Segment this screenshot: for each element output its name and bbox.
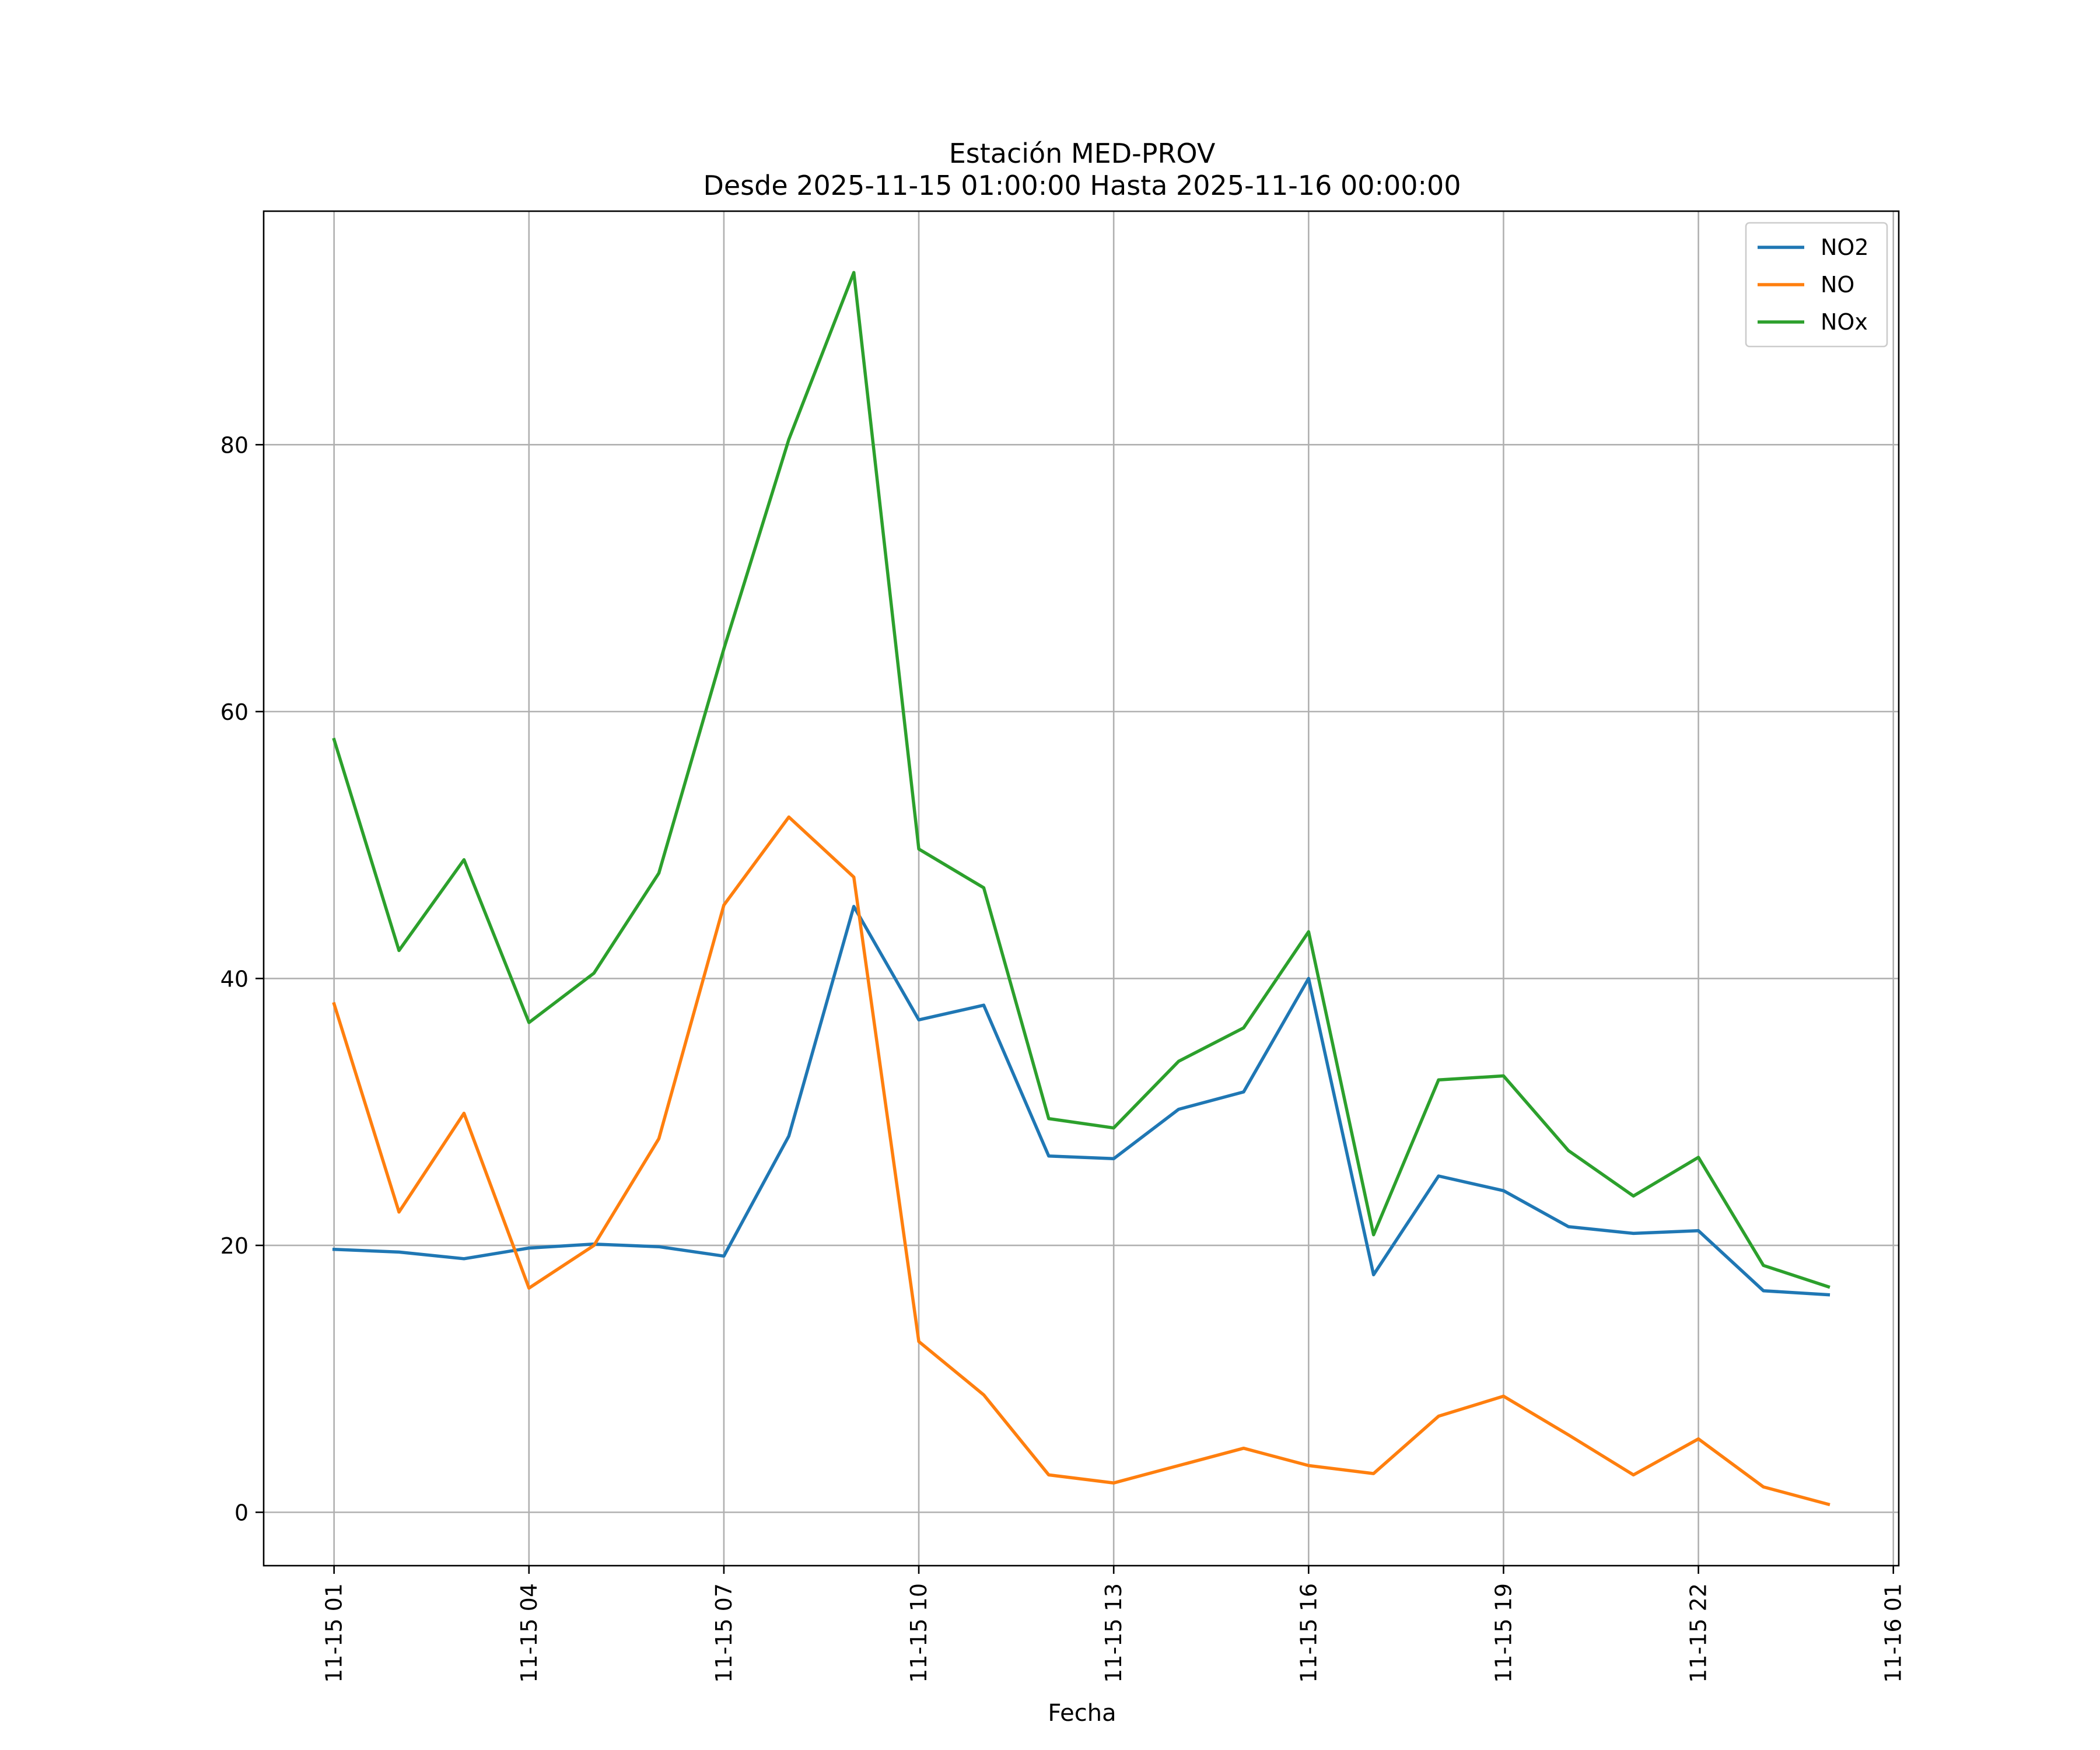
- y-tick-label: 20: [220, 1233, 249, 1259]
- x-tick-label: 11-15 13: [1101, 1583, 1126, 1683]
- axis-ticks: 0 20 40 60 80 11-15 01 11-15 04 11-15 07 11-15 1…: [220, 432, 1906, 1683]
- x-tick-label: 11-15 16: [1296, 1583, 1321, 1683]
- y-tick-label: 60: [220, 699, 249, 725]
- series-line-nox: [332, 271, 1831, 1289]
- legend-label-no: NO: [1821, 272, 1854, 298]
- x-tick-label: 11-15 04: [516, 1583, 542, 1683]
- legend-label-no2: NO2: [1821, 235, 1869, 260]
- x-tick-label: 11-15 01: [321, 1583, 347, 1683]
- grid: [264, 211, 1899, 1566]
- series-line-no: [332, 815, 1831, 1507]
- y-tick-label: 40: [220, 966, 249, 992]
- x-tick-label: 11-15 07: [711, 1583, 737, 1683]
- x-tick-label: 11-15 22: [1686, 1583, 1712, 1683]
- y-tick-label: 80: [220, 432, 249, 458]
- legend-box: [1745, 222, 1888, 348]
- chart-subtitle: Desde 2025-11-15 01:00:00 Hasta 2025-11-…: [703, 170, 1461, 201]
- legend-label-nox: NOx: [1821, 309, 1868, 335]
- x-tick-label: 11-15 10: [906, 1583, 932, 1683]
- legend: NO2 NO NOx: [1745, 222, 1888, 348]
- chart-title: Estación MED-PROV: [949, 138, 1216, 169]
- plot-frame: [262, 210, 1900, 1567]
- x-tick-label: 11-16 01: [1881, 1583, 1906, 1683]
- x-tick-label: 11-15 19: [1490, 1583, 1516, 1683]
- series-group: [332, 271, 1831, 1507]
- y-tick-label: 0: [235, 1500, 249, 1525]
- series-line-no2: [332, 905, 1831, 1297]
- x-axis-label: Fecha: [1048, 1700, 1116, 1727]
